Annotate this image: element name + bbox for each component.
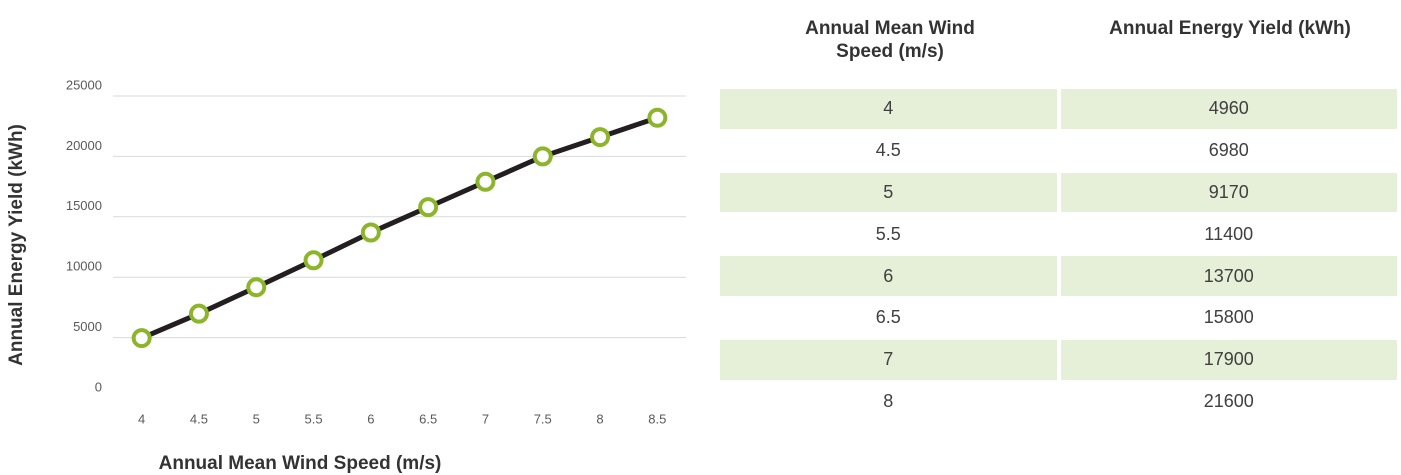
table-row: 7 17900: [720, 337, 1401, 380]
x-axis-label: Annual Mean Wind Speed (m/s): [159, 453, 442, 474]
table-cell: 9170: [1060, 172, 1397, 213]
x-tick-label: 5.5: [305, 411, 323, 426]
x-tick-label: 8: [596, 411, 603, 426]
line: [140, 115, 659, 341]
x-tick-label: 4: [138, 411, 145, 426]
y-tick-label: 15000: [66, 198, 102, 213]
header-row: Annual Mean Wind Speed (m/s) Annual Ener…: [720, 0, 1401, 87]
y-tick-label: 5000: [73, 319, 102, 334]
table-cell: 6.5: [875, 307, 901, 328]
x-tick-label: 5: [253, 411, 260, 426]
table-cell: 4.5: [875, 140, 901, 161]
y-tick-label: 25000: [66, 77, 102, 92]
marker: [475, 171, 496, 192]
table-cell: 6: [720, 256, 1057, 296]
header-cell: Annual Mean Wind Speed (m/s): [805, 18, 975, 62]
marker: [246, 277, 267, 298]
marker: [418, 197, 439, 218]
table-row: 5.5 11400: [720, 212, 1401, 254]
table-cell: 13700: [1060, 256, 1397, 296]
table-row: 4.5 6980: [720, 128, 1401, 171]
table-row: 8 21600: [720, 379, 1401, 422]
x-tick-label: 6: [367, 411, 374, 426]
data-table: Annual Mean Wind Speed (m/s) Annual Ener…: [720, 0, 1401, 421]
x-tick-label: 4.5: [190, 411, 208, 426]
marker: [131, 328, 152, 349]
y-tick-label: 20000: [66, 138, 102, 153]
table-cell: 5.5: [875, 223, 901, 244]
x-tick-label: 8.5: [648, 411, 666, 426]
table-cell: 21600: [1203, 390, 1254, 411]
y-tick-label: 10000: [66, 259, 102, 274]
x-tick-label: 7.5: [534, 411, 552, 426]
table-row: 5 9170: [720, 170, 1401, 213]
table-cell: 4: [720, 89, 1057, 129]
table-cell: 4960: [1060, 89, 1397, 129]
table-row: 6.5 15800: [720, 295, 1401, 338]
marker: [647, 107, 668, 128]
table-cell: 11400: [1204, 223, 1254, 244]
marker: [188, 303, 209, 324]
marker: [303, 250, 324, 271]
table-cell: 8: [883, 390, 894, 411]
table-cell: 7: [720, 339, 1057, 380]
marker: [590, 127, 611, 148]
table-cell: 17900: [1060, 339, 1397, 380]
table-cell: 5: [720, 172, 1057, 213]
x-tick-label: 6.5: [419, 411, 437, 426]
marker: [360, 222, 381, 243]
marker: [532, 146, 553, 167]
y-tick-label: 0: [95, 379, 102, 394]
chart: Annual Mean Wind Speed (m/s) Annual Ener…: [6, 77, 686, 474]
header-cell: Annual Energy Yield (kWh): [1109, 18, 1351, 39]
table-cell: 6980: [1208, 140, 1249, 161]
table-row: 6 13700: [720, 254, 1401, 296]
y-axis-label: Annual Energy Yield (kWh): [6, 124, 27, 366]
table-row: 4 4960: [720, 87, 1401, 129]
x-tick-label: 7: [482, 411, 489, 426]
table-cell: 15800: [1203, 307, 1254, 328]
